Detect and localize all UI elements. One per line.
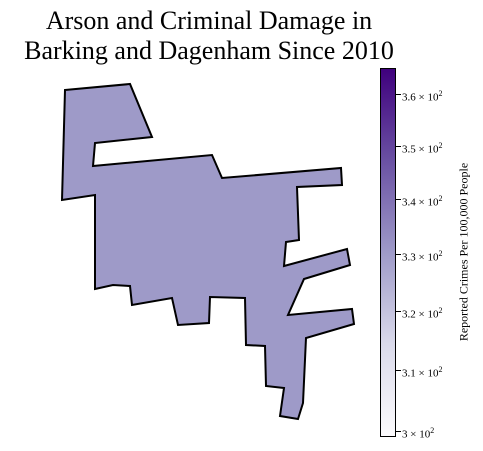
tick-mantissa: 3.4 — [402, 196, 416, 209]
colorbar-tick-label: 3.4 × 102 — [402, 194, 443, 209]
colorbar-tick — [396, 199, 401, 200]
tick-exponent: 2 — [438, 141, 443, 150]
tick-mantissa: 3.2 — [402, 308, 416, 321]
tick-base: 10 — [427, 91, 439, 104]
tick-base: 10 — [427, 196, 439, 209]
tick-mantissa: 3.5 — [402, 143, 416, 156]
colorbar-tick-label: 3.3 × 102 — [402, 249, 443, 264]
tick-exponent: 2 — [438, 249, 443, 258]
tick-exponent: 2 — [438, 306, 443, 315]
colorbar-tick-label: 3.2 × 102 — [402, 306, 443, 321]
colorbar-tick — [396, 311, 401, 312]
colorbar-tick — [396, 254, 401, 255]
colorbar-tick-label: 3 × 102 — [402, 426, 435, 441]
colorbar-tick — [396, 94, 401, 95]
colorbar — [380, 68, 396, 437]
colorbar-tick-label: 3.6 × 102 — [402, 89, 443, 104]
tick-base: 10 — [427, 251, 439, 264]
tick-base: 10 — [427, 143, 439, 156]
colorbar-tick-label: 3.5 × 102 — [402, 141, 443, 156]
borough-shape — [60, 82, 356, 421]
colorbar-tick — [396, 370, 401, 371]
tick-base: 10 — [419, 428, 431, 441]
tick-mantissa: 3.6 — [402, 91, 416, 104]
tick-mantissa: 3 — [402, 428, 408, 441]
tick-exponent: 2 — [438, 89, 443, 98]
colorbar-tick-label: 3.1 × 102 — [402, 365, 443, 380]
map-title: Arson and Criminal Damage in Barking and… — [0, 6, 418, 66]
colorbar-label: Reported Crimes Per 100,000 People — [456, 162, 471, 342]
tick-exponent: 2 — [430, 426, 435, 435]
map-title-line-2: Barking and Dagenham Since 2010 — [24, 36, 394, 65]
map-title-line-1: Arson and Criminal Damage in — [45, 6, 373, 35]
tick-mantissa: 3.3 — [402, 251, 416, 264]
tick-base: 10 — [427, 308, 439, 321]
tick-exponent: 2 — [438, 194, 443, 203]
tick-base: 10 — [427, 367, 439, 380]
colorbar-tick — [396, 146, 401, 147]
colorbar-tick — [396, 431, 401, 432]
tick-mantissa: 3.1 — [402, 367, 416, 380]
tick-exponent: 2 — [438, 365, 443, 374]
